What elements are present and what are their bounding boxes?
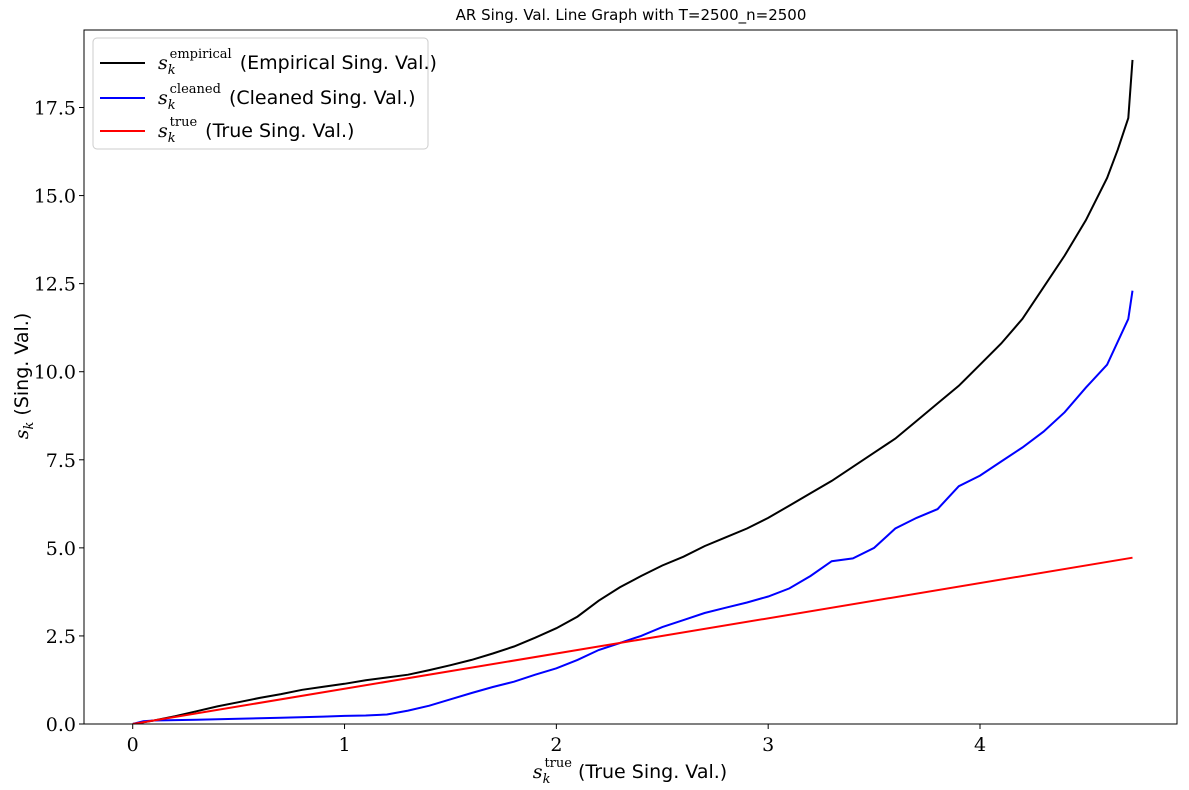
legend-entry: sktrue (True Sing. Val.) xyxy=(158,115,354,146)
y-axis-label-symbol: s xyxy=(11,429,33,439)
y-tick-label: 0.0 xyxy=(46,714,76,736)
y-tick-label: 7.5 xyxy=(46,450,76,472)
x-tick-label: 1 xyxy=(338,734,350,756)
x-axis-label: sktrue (True Sing. Val.) xyxy=(533,756,727,787)
x-tick-label: 3 xyxy=(762,734,774,756)
y-axis: 0.0 2.5 5.0 7.5 10.0 12.5 15.0 17.5 xyxy=(34,98,84,736)
plot-area xyxy=(132,59,1134,724)
y-tick-label: 17.5 xyxy=(34,98,76,120)
legend-frame xyxy=(92,37,429,150)
x-tick-label: 4 xyxy=(974,734,986,756)
y-tick-label: 12.5 xyxy=(34,274,76,296)
series-line-cleaned xyxy=(132,290,1134,724)
y-tick-label: 5.0 xyxy=(46,538,76,560)
x-tick-label: 0 xyxy=(127,734,139,756)
x-axis: 0 1 2 3 4 xyxy=(127,724,986,756)
legend-entry: skempirical (Empirical Sing. Val.) xyxy=(158,47,437,78)
x-axis-label-symbol: s xyxy=(533,761,543,783)
x-axis-label-sub: k xyxy=(543,772,551,787)
y-axis-label-sub: k xyxy=(22,421,37,429)
y-tick-label: 10.0 xyxy=(34,362,76,384)
legend-entry: skcleaned (Cleaned Sing. Val.) xyxy=(158,82,415,113)
y-axis-label-text: (Sing. Val.) xyxy=(11,313,33,416)
plot-frame xyxy=(83,29,1178,725)
y-tick-label: 2.5 xyxy=(46,626,76,648)
y-axis-label: sk (Sing. Val.) xyxy=(11,313,37,440)
x-axis-label-text: (True Sing. Val.) xyxy=(578,761,727,783)
y-tick-label: 15.0 xyxy=(34,186,76,208)
x-axis-label-sup: true xyxy=(544,756,572,771)
legend: skempirical (Empirical Sing. Val.) skclean… xyxy=(92,37,437,150)
chart-title: AR Sing. Val. Line Graph with T=2500_n=2… xyxy=(456,6,807,25)
x-tick-label: 2 xyxy=(550,734,562,756)
series-line-empirical xyxy=(132,59,1134,724)
series-line-true xyxy=(132,556,1133,724)
